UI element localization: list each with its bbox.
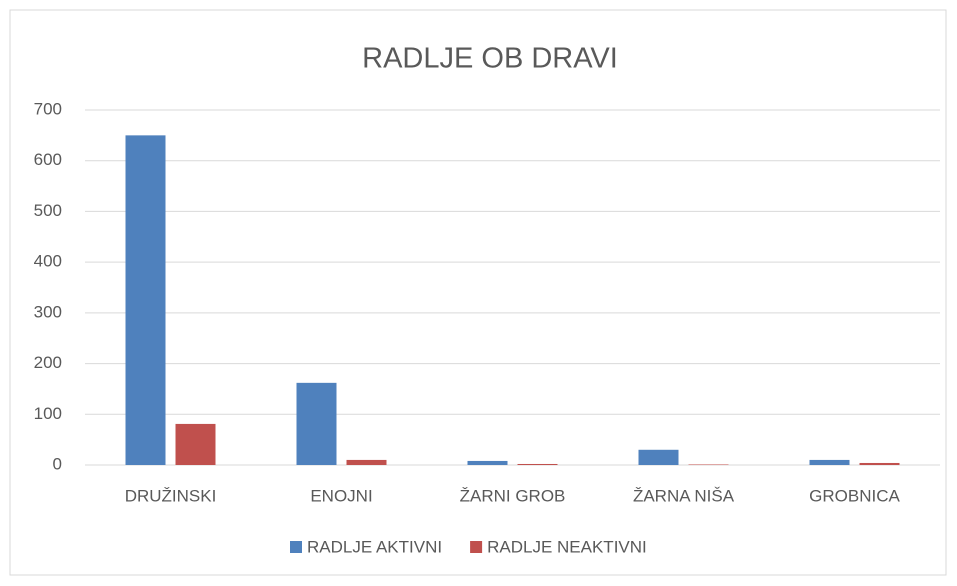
y-tick-label: 300 [34,302,62,321]
y-tick-label: 600 [34,150,62,169]
legend-swatch [290,541,302,553]
x-tick-label: ŽARNI GROB [460,486,566,505]
y-tick-label: 200 [34,353,62,372]
y-tick-label: 500 [34,201,62,220]
bar [346,459,387,465]
x-tick-label: DRUŽINSKI [125,486,217,505]
x-tick-label: GROBNICA [809,486,900,505]
y-tick-label: 100 [34,404,62,423]
bar [859,462,900,465]
y-tick-label: 700 [34,99,62,118]
y-tick-label: 0 [53,454,62,473]
legend-label: RADLJE NEAKTIVNI [487,537,647,556]
bar [125,135,166,465]
bar [809,459,850,465]
x-tick-label: ŽARNA NIŠA [633,486,735,505]
chart-frame [9,9,947,576]
legend-label: RADLJE AKTIVNI [307,537,442,556]
bar [688,464,729,465]
bar [296,382,337,465]
bar [517,463,558,465]
bar [175,423,216,465]
bar [467,460,508,465]
bar [638,449,679,465]
legend-swatch [470,541,483,553]
x-tick-label: ENOJNI [310,486,372,505]
chart-title: RADLJE OB DRAVI [362,43,618,75]
y-tick-label: 400 [34,252,62,271]
